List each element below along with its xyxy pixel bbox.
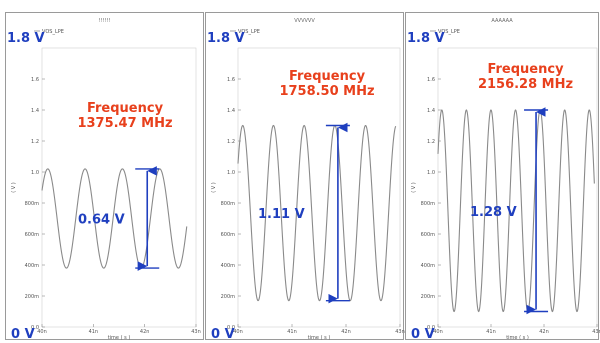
y-axis-label: ( V ) xyxy=(11,182,17,193)
y-tick-label: 1.4 xyxy=(427,108,435,114)
y-tick-label: 400m xyxy=(421,263,436,269)
x-tick-label: 40n xyxy=(233,329,243,335)
panel-frame xyxy=(405,12,599,340)
legend-label: VOS_LPE xyxy=(238,29,260,35)
x-tick-label: 43n xyxy=(395,329,405,335)
y-axis-label: ( V ) xyxy=(211,182,217,193)
y-tick-label: 0.0 xyxy=(427,325,435,331)
waveform-line xyxy=(437,109,595,313)
swing-label: 0.64 V xyxy=(78,213,125,228)
ymin-label: 0 V xyxy=(211,327,235,342)
x-tick-label: 42n xyxy=(539,329,549,335)
y-tick-label: 1.0 xyxy=(427,170,435,176)
frequency-value: 1375.47 MHz xyxy=(77,116,172,131)
y-tick-label: 400m xyxy=(221,263,236,269)
ymax-label: 1.8 V xyxy=(407,31,445,46)
plot-area xyxy=(237,47,401,328)
plot-area xyxy=(437,47,598,328)
y-tick-label: 1.0 xyxy=(227,170,235,176)
ymax-label: 1.8 V xyxy=(207,31,245,46)
swing-label: 1.28 V xyxy=(470,205,517,220)
y-tick-label: 400m xyxy=(25,263,40,269)
y-tick-label: 1.4 xyxy=(227,108,235,114)
ymin-label: 0 V xyxy=(11,327,35,342)
y-tick-label: 600m xyxy=(25,232,40,238)
waveform-line xyxy=(237,124,397,302)
frequency-value: 1758.50 MHz xyxy=(279,84,374,99)
y-tick-label: 1.2 xyxy=(227,139,235,145)
panel-title: !!!!!! xyxy=(98,18,110,24)
frequency-label: Frequency xyxy=(487,62,564,77)
x-tick-label: 42n xyxy=(341,329,351,335)
y-tick-label: 1.6 xyxy=(31,77,39,83)
y-tick-label: 0.0 xyxy=(227,325,235,331)
panel-title: VVVVVV xyxy=(294,18,315,24)
x-tick-label: 43n xyxy=(191,329,201,335)
y-tick-label: 1.6 xyxy=(427,77,435,83)
x-tick-label: 41n xyxy=(89,329,99,335)
y-tick-label: 1.0 xyxy=(31,170,39,176)
y-tick-label: 600m xyxy=(221,232,236,238)
panel-title: AAAAAA xyxy=(491,18,513,24)
swing-label: 1.11 V xyxy=(258,207,305,222)
y-tick-label: 200m xyxy=(221,294,236,300)
y-axis-label: ( V ) xyxy=(411,182,417,193)
x-tick-label: 40n xyxy=(37,329,47,335)
legend-label: VOS_LPE xyxy=(42,29,64,35)
frequency-value: 2156.28 MHz xyxy=(478,77,573,92)
y-tick-label: 1.4 xyxy=(31,108,39,114)
y-tick-label: 800m xyxy=(25,201,40,207)
y-tick-label: 1.2 xyxy=(427,139,435,145)
frequency-label: Frequency xyxy=(87,101,164,116)
y-tick-label: 1.2 xyxy=(31,139,39,145)
x-tick-label: 41n xyxy=(486,329,496,335)
y-tick-label: 0.0 xyxy=(31,325,39,331)
y-tick-label: 600m xyxy=(421,232,436,238)
x-axis-label: time ( s ) xyxy=(108,335,131,341)
frequency-label: Frequency xyxy=(289,69,366,84)
y-tick-label: 200m xyxy=(421,294,436,300)
x-axis-label: time ( s ) xyxy=(506,335,529,341)
panel-frame xyxy=(205,12,404,340)
legend-label: VOS_LPE xyxy=(438,29,460,35)
y-tick-label: 800m xyxy=(221,201,236,207)
y-tick-label: 1.6 xyxy=(227,77,235,83)
ymax-label: 1.8 V xyxy=(7,31,45,46)
x-tick-label: 40n xyxy=(433,329,443,335)
y-tick-label: 800m xyxy=(421,201,436,207)
x-axis-label: time ( s ) xyxy=(308,335,331,341)
waveform-line xyxy=(41,168,188,269)
x-tick-label: 43n xyxy=(592,329,600,335)
x-tick-label: 41n xyxy=(287,329,297,335)
panel-frame xyxy=(5,12,204,340)
y-tick-label: 200m xyxy=(25,294,40,300)
x-tick-label: 42n xyxy=(140,329,150,335)
ymin-label: 0 V xyxy=(411,327,435,342)
